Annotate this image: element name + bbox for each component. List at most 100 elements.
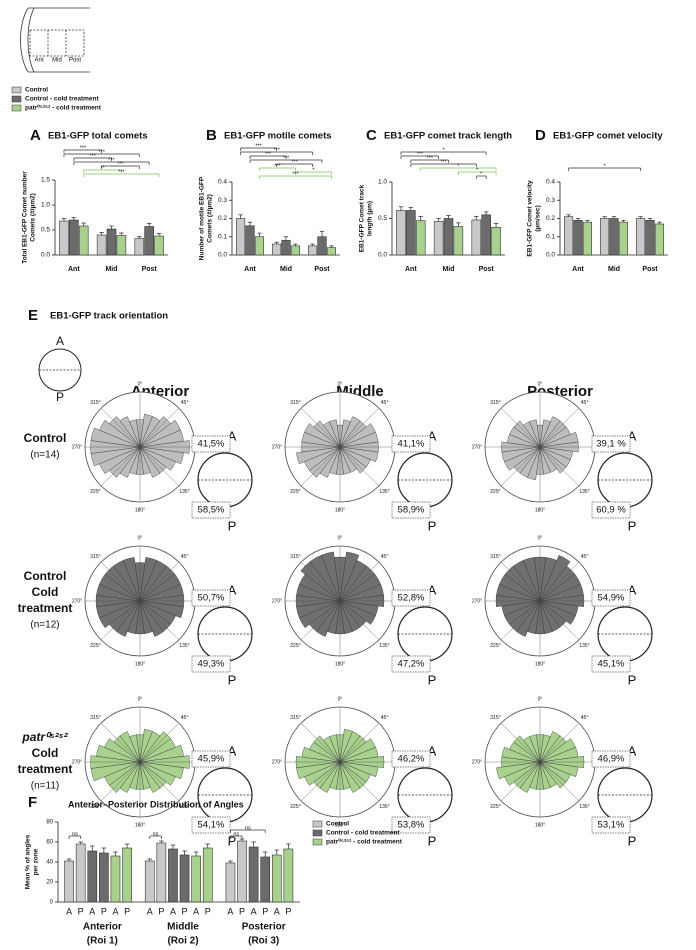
bar xyxy=(406,210,416,256)
sig-label: *** xyxy=(80,145,87,151)
angle-label: 270° xyxy=(272,598,282,604)
angle-label: 315° xyxy=(490,554,500,560)
angle-label: 135° xyxy=(579,804,589,810)
rose-spoke xyxy=(539,722,580,763)
y-tick-label: 0.4 xyxy=(546,179,555,186)
sig-label: * xyxy=(476,167,479,173)
split-label: 50,7% xyxy=(198,593,225,604)
angle-label: 135° xyxy=(579,643,589,649)
split-label: 45,1% xyxy=(598,659,625,670)
rose-spoke xyxy=(300,600,341,641)
bar-label: P xyxy=(262,906,268,916)
x-tick-label: Post xyxy=(642,266,658,273)
rose-petal xyxy=(122,557,141,602)
bar xyxy=(481,214,491,256)
split-label: 52,8% xyxy=(398,593,425,604)
orientation-label: A xyxy=(228,743,237,758)
y-axis-label: Comets (#/µm2) xyxy=(207,194,214,243)
chart-title: EB1-GFP comet track length xyxy=(384,131,512,142)
x-tick-label: Post xyxy=(479,266,495,273)
y-tick-label: 0.1 xyxy=(218,233,227,240)
split-label: 41,1% xyxy=(398,439,425,450)
bar xyxy=(271,243,282,256)
sig-label: *** xyxy=(265,151,272,157)
legend-swatch xyxy=(312,838,323,846)
group-label: Middle xyxy=(167,922,199,933)
angle-label: 315° xyxy=(90,400,100,406)
rose-spoke xyxy=(539,446,580,487)
split-box xyxy=(391,816,431,834)
angle-label: 135° xyxy=(379,804,389,810)
rose-petal xyxy=(119,731,141,763)
split-box xyxy=(191,750,231,768)
rose-petal xyxy=(339,600,376,625)
split-box xyxy=(391,750,431,768)
bar-label: P xyxy=(78,906,84,916)
angle-label: 0° xyxy=(338,696,343,702)
y-tick-label: 40 xyxy=(46,860,53,866)
rose-petal xyxy=(329,419,341,448)
bar xyxy=(326,247,337,256)
sig-label: *** xyxy=(108,157,115,163)
y-axis-label: length (µm) xyxy=(367,201,374,236)
rose-petal xyxy=(501,747,541,763)
split-box xyxy=(191,816,231,834)
row-label: Cold xyxy=(32,585,59,599)
chart-title: EB1-GFP motile comets xyxy=(224,131,332,142)
chart-title: EB1-GFP track orientation xyxy=(50,311,168,322)
x-tick-label: Ant xyxy=(68,266,80,273)
orientation-label: A xyxy=(228,428,237,443)
rose-petal xyxy=(339,446,379,462)
sig-label: *** xyxy=(440,159,447,165)
sig-label: * xyxy=(312,167,315,173)
bar-label: P xyxy=(285,906,291,916)
bar-label: A xyxy=(193,906,199,916)
row-n: (n=11) xyxy=(31,781,59,792)
split-box xyxy=(191,435,231,453)
split-box xyxy=(591,589,631,607)
bar xyxy=(168,848,178,903)
angle-label: 270° xyxy=(72,759,82,765)
rose-spoke xyxy=(500,761,541,802)
x-tick-label: Post xyxy=(142,266,158,273)
bar-label: P xyxy=(239,906,245,916)
split-label: 58,9% xyxy=(398,505,425,516)
schematic xyxy=(20,7,90,73)
bar xyxy=(156,842,167,903)
y-axis-label: Total EB1-GFP Comet number xyxy=(22,171,29,264)
x-tick-label: Ant xyxy=(572,266,584,273)
legend-label: patr⁰⁵²⁵² - cold treatment xyxy=(326,838,403,846)
bar xyxy=(260,856,271,903)
chart-title: Anterior–Posterior Distribution of Angle… xyxy=(68,799,244,809)
split-box xyxy=(391,501,431,519)
bar xyxy=(75,843,86,903)
y-tick-label: 0.2 xyxy=(218,215,227,222)
angle-label: 180° xyxy=(335,661,345,667)
legend-label: Control xyxy=(326,821,349,828)
x-tick-label: Post xyxy=(314,266,330,273)
panel-label: D xyxy=(535,127,546,144)
rose-petal xyxy=(129,734,141,763)
y-tick-label: 0 xyxy=(50,900,54,906)
y-tick-label: 0.1 xyxy=(546,233,555,240)
y-tick-label: 60 xyxy=(46,840,53,846)
sig-label: ** xyxy=(100,165,105,171)
rose-spoke xyxy=(100,446,141,487)
bar xyxy=(154,235,164,256)
rose-petal xyxy=(339,551,360,602)
angle-label: 225° xyxy=(290,643,300,649)
angle-label: 180° xyxy=(535,822,545,828)
bar xyxy=(110,855,121,903)
y-tick-label: 0.0 xyxy=(546,252,555,259)
bar xyxy=(106,228,117,256)
rose-spoke xyxy=(100,561,141,602)
angle-label: 315° xyxy=(490,400,500,406)
group-label: Posterior xyxy=(242,922,286,933)
split-label: 47,2% xyxy=(398,659,425,670)
y-axis-label: per zone xyxy=(33,848,40,875)
bar-label: A xyxy=(147,906,153,916)
split-label: 53,1% xyxy=(598,820,625,831)
bar xyxy=(248,846,259,903)
angle-label: 270° xyxy=(72,444,82,450)
angle-label: 0° xyxy=(138,535,143,541)
